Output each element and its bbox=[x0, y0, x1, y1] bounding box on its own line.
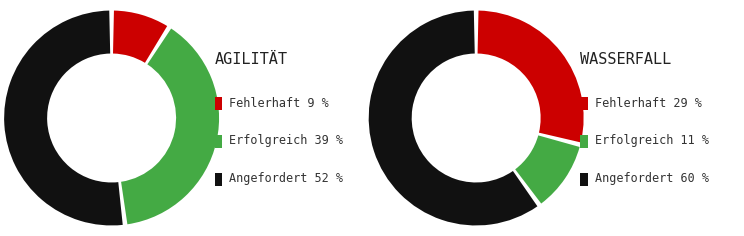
Text: Fehlerhaft 29 %: Fehlerhaft 29 % bbox=[594, 97, 702, 110]
Wedge shape bbox=[113, 11, 167, 63]
Bar bbox=[214, 97, 222, 110]
Bar bbox=[214, 135, 222, 148]
Wedge shape bbox=[121, 29, 219, 224]
Text: Angefordert 52 %: Angefordert 52 % bbox=[229, 172, 343, 185]
Bar bbox=[214, 173, 222, 186]
Text: AGILITÄT: AGILITÄT bbox=[214, 52, 288, 67]
Text: Erfolgreich 11 %: Erfolgreich 11 % bbox=[594, 135, 709, 148]
Text: Angefordert 60 %: Angefordert 60 % bbox=[594, 172, 709, 185]
Text: Erfolgreich 39 %: Erfolgreich 39 % bbox=[229, 135, 343, 148]
Bar bbox=[580, 97, 588, 110]
Wedge shape bbox=[4, 11, 123, 225]
Bar bbox=[580, 135, 588, 148]
Wedge shape bbox=[369, 11, 537, 225]
Wedge shape bbox=[515, 135, 580, 203]
Text: Fehlerhaft 9 %: Fehlerhaft 9 % bbox=[229, 97, 329, 110]
Text: WASSERFALL: WASSERFALL bbox=[580, 52, 671, 67]
Wedge shape bbox=[478, 11, 583, 143]
Bar bbox=[580, 173, 588, 186]
